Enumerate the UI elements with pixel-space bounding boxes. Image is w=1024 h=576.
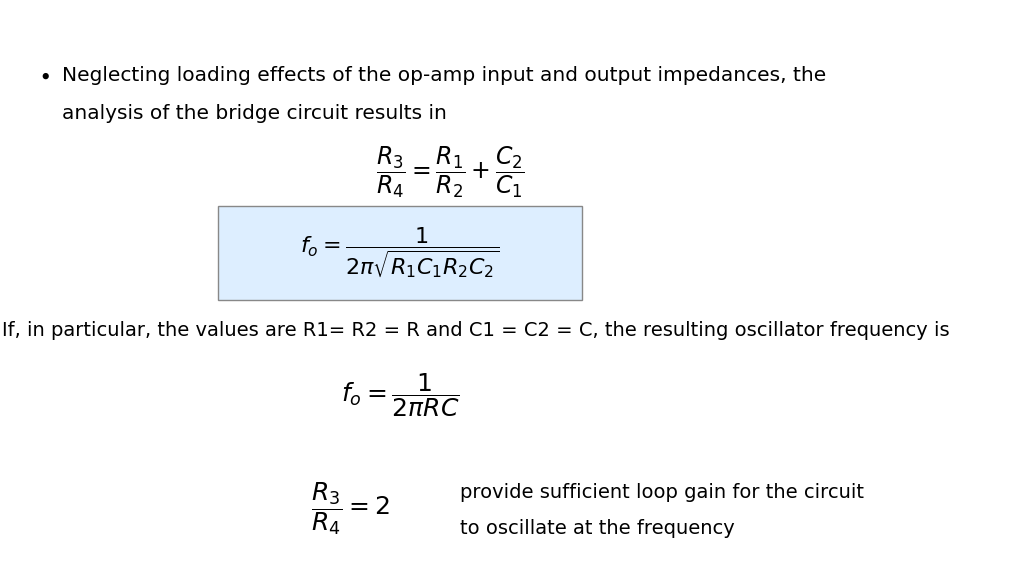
Text: provide sufficient loop gain for the circuit: provide sufficient loop gain for the cir…: [460, 483, 864, 502]
Text: Neglecting loading effects of the op-amp input and output impedances, the: Neglecting loading effects of the op-amp…: [62, 66, 826, 85]
Text: $\dfrac{R_3}{R_4} = 2$: $\dfrac{R_3}{R_4} = 2$: [310, 481, 389, 537]
Text: to oscillate at the frequency: to oscillate at the frequency: [460, 519, 735, 538]
FancyBboxPatch shape: [218, 206, 582, 300]
Text: analysis of the bridge circuit results in: analysis of the bridge circuit results i…: [62, 104, 446, 123]
Text: $\dfrac{R_3}{R_4} = \dfrac{R_1}{R_2} + \dfrac{C_2}{C_1}$: $\dfrac{R_3}{R_4} = \dfrac{R_1}{R_2} + \…: [376, 144, 524, 200]
Text: $f_o = \dfrac{1}{2\pi\sqrt{R_1 C_1 R_2 C_2}}$: $f_o = \dfrac{1}{2\pi\sqrt{R_1 C_1 R_2 C…: [300, 226, 500, 281]
Text: If, in particular, the values are R1= R2 = R and C1 = C2 = C, the resulting osci: If, in particular, the values are R1= R2…: [2, 321, 949, 340]
Text: $f_o = \dfrac{1}{2\pi RC}$: $f_o = \dfrac{1}{2\pi RC}$: [341, 371, 460, 419]
Text: $\bullet$: $\bullet$: [38, 66, 50, 86]
